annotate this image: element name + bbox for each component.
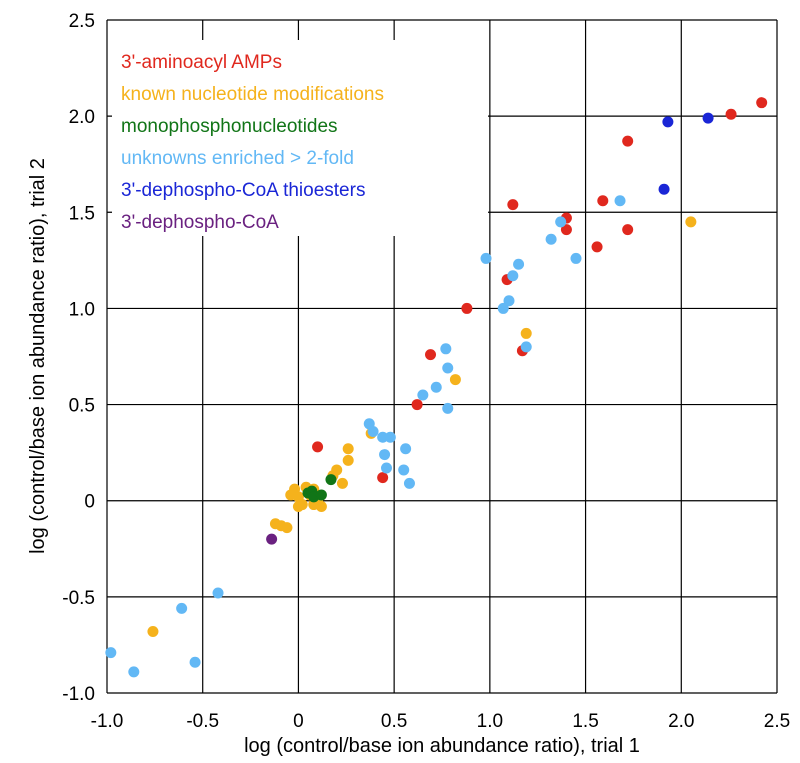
y-tick-label: 2.0 bbox=[69, 107, 95, 128]
data-point bbox=[507, 270, 519, 282]
x-tick-label: 0 bbox=[293, 711, 304, 732]
x-tick-label: 2.5 bbox=[764, 711, 790, 732]
legend-entry: monophosphonucleotides bbox=[121, 116, 338, 137]
data-point bbox=[513, 258, 525, 270]
x-tick-label: 1.0 bbox=[477, 711, 503, 732]
data-point bbox=[545, 233, 557, 245]
y-tick-label: 1.5 bbox=[69, 203, 95, 224]
data-point bbox=[128, 666, 140, 678]
x-tick-label: 2.0 bbox=[668, 711, 694, 732]
data-point bbox=[658, 183, 670, 195]
x-tick-label: -1.0 bbox=[91, 711, 124, 732]
tick-labels: -1.0 -0.5 0 0.5 1.0 1.5 2.0 2.5 -1.0 -0.5 0 0.5 1.0 1… bbox=[62, 11, 790, 732]
data-point bbox=[520, 327, 532, 339]
data-point bbox=[503, 295, 515, 307]
data-point bbox=[555, 216, 567, 228]
data-point bbox=[480, 252, 492, 264]
data-point bbox=[384, 431, 396, 443]
data-point bbox=[430, 381, 442, 393]
y-tick-label: 0 bbox=[84, 492, 95, 513]
x-tick-label: -0.5 bbox=[186, 711, 219, 732]
y-tick-label: 2.5 bbox=[69, 11, 95, 32]
data-point bbox=[379, 449, 391, 461]
data-point bbox=[312, 441, 324, 453]
data-point bbox=[147, 625, 159, 637]
data-point bbox=[622, 135, 634, 147]
data-point bbox=[189, 656, 201, 668]
y-tick-label: 0.5 bbox=[69, 396, 95, 417]
data-point bbox=[507, 199, 519, 211]
data-point bbox=[281, 522, 293, 534]
y-tick-label: -0.5 bbox=[62, 588, 95, 609]
y-axis-label: log (control/base ion abundance ratio), … bbox=[27, 158, 49, 554]
data-point bbox=[622, 224, 634, 236]
data-point bbox=[520, 341, 532, 353]
data-point bbox=[325, 474, 337, 486]
data-point bbox=[176, 602, 188, 614]
data-point bbox=[425, 349, 437, 361]
data-point bbox=[266, 533, 278, 545]
y-tick-label: 1.0 bbox=[69, 299, 95, 320]
data-point bbox=[560, 224, 572, 236]
x-axis-label: log (control/base ion abundance ratio), … bbox=[244, 735, 640, 757]
data-points bbox=[105, 97, 768, 678]
data-point bbox=[570, 252, 582, 264]
data-point bbox=[377, 431, 389, 443]
data-point bbox=[461, 302, 473, 314]
data-point bbox=[449, 374, 461, 386]
data-point bbox=[702, 112, 714, 124]
data-point bbox=[336, 477, 348, 489]
x-tick-label: 0.5 bbox=[381, 711, 407, 732]
data-point bbox=[442, 402, 454, 414]
data-point bbox=[411, 399, 423, 411]
data-point bbox=[342, 443, 354, 455]
data-point bbox=[591, 241, 603, 253]
data-point bbox=[331, 464, 343, 476]
data-point bbox=[442, 362, 454, 374]
data-point bbox=[597, 195, 609, 207]
legend-entry: 3'-dephospho-CoA thioesters bbox=[121, 180, 365, 201]
legend-entry: unknowns enriched > 2-fold bbox=[121, 148, 354, 169]
data-point bbox=[725, 108, 737, 120]
legend-entry: 3'-aminoacyl AMPs bbox=[121, 52, 282, 73]
data-point bbox=[440, 343, 452, 355]
legend-background bbox=[112, 40, 488, 236]
legend: 3'-aminoacyl AMPs known nucleotide modifi… bbox=[112, 40, 488, 236]
data-point bbox=[367, 425, 379, 437]
y-tick-label: -1.0 bbox=[62, 684, 95, 705]
data-point bbox=[400, 443, 412, 455]
data-point bbox=[377, 472, 389, 484]
data-point bbox=[315, 500, 327, 512]
data-point bbox=[342, 454, 354, 466]
data-point bbox=[685, 216, 697, 228]
legend-entry: 3'-dephospho-CoA bbox=[121, 212, 279, 233]
data-point bbox=[380, 462, 392, 474]
data-point bbox=[398, 464, 410, 476]
data-point bbox=[296, 499, 308, 511]
data-point bbox=[105, 647, 117, 659]
data-point bbox=[417, 389, 429, 401]
x-tick-label: 1.5 bbox=[572, 711, 598, 732]
data-point bbox=[614, 195, 626, 207]
data-point bbox=[662, 116, 674, 128]
data-point bbox=[315, 489, 327, 501]
data-point bbox=[497, 302, 509, 314]
data-point bbox=[403, 477, 415, 489]
data-point bbox=[212, 587, 224, 599]
legend-entry: known nucleotide modifications bbox=[121, 84, 384, 105]
data-point bbox=[756, 97, 768, 109]
